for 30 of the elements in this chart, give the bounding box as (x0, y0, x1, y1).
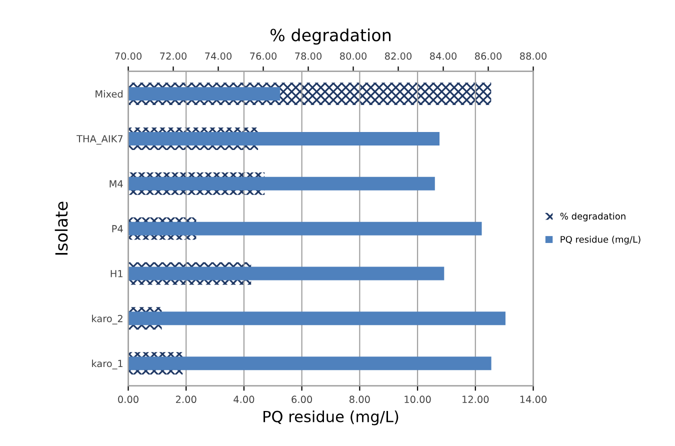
x2-tick-label: 86.00 (474, 52, 502, 60)
x-tick-label: 2.00 (176, 396, 196, 404)
x2-tick-label: 80.00 (340, 52, 367, 60)
x-tick-label: 0.00 (118, 396, 138, 404)
y-tick-label: P4 (112, 225, 123, 232)
x2-tick-label: 70.00 (115, 52, 142, 60)
y-axis-title: Isolate (54, 202, 68, 255)
x-tick-label: 8.00 (350, 396, 370, 404)
x2-tick-label: 82.00 (384, 52, 412, 60)
legend-label: % degradation (560, 212, 626, 222)
y-tick-label: karo_1 (92, 360, 122, 370)
x2-tick-label: 88.00 (520, 52, 547, 60)
x2-tick-label: 78.00 (295, 52, 322, 60)
x-tick-label: 4.00 (234, 396, 254, 404)
y-tick-label: karo_2 (92, 314, 122, 324)
x-axis-title: PQ residue (mg/L) (264, 410, 398, 426)
x-tick-label: 12.00 (462, 396, 489, 404)
x2-tick-label: 76.00 (250, 52, 277, 60)
x-tick-label: 10.00 (404, 396, 431, 404)
y-tick-label: THA_AIK7 (76, 135, 123, 145)
y-tick-label: M4 (110, 180, 123, 188)
x2-axis-title: % degradation (270, 28, 390, 45)
y-tick-label: Mixed (96, 90, 123, 98)
x2-tick-label: 84.00 (430, 52, 457, 60)
x-tick-label: 6.00 (292, 396, 312, 404)
legend-label: PQ residue (mg/L) (560, 236, 640, 245)
x2-tick-label: 74.00 (205, 52, 232, 60)
x2-tick-label: 72.00 (160, 52, 187, 60)
x-tick-label: 14.00 (520, 396, 547, 404)
y-tick-label: H1 (110, 270, 122, 278)
